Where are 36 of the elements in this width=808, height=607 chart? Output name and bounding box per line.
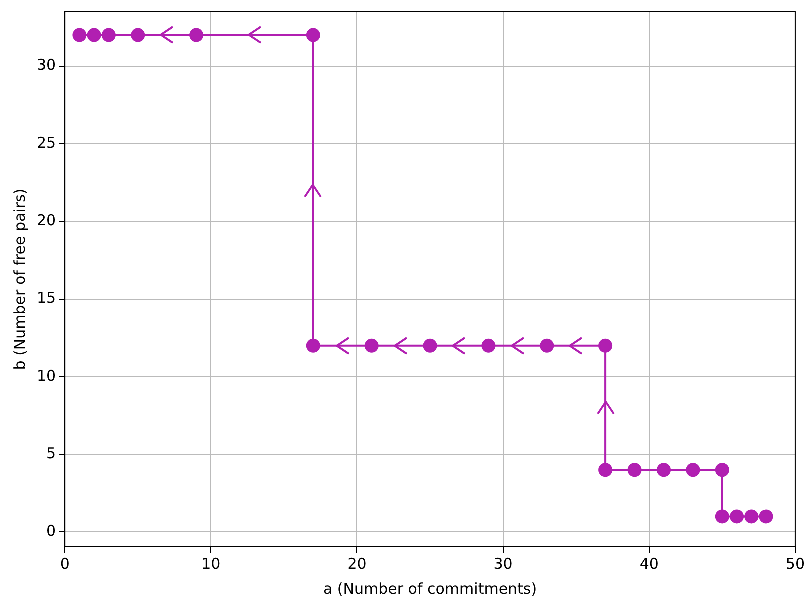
y-tick-label: 25 [36,134,56,152]
point [744,510,759,524]
point [686,463,700,478]
y-tick-label: 10 [36,366,56,385]
point [423,338,438,353]
point [306,28,320,42]
point [72,28,87,42]
x-tick-label: 50 [786,554,806,573]
x-axis-title: a (Number of commitments) [323,580,538,598]
point [598,338,613,353]
point [656,463,671,478]
x-tick-label: 10 [202,554,221,573]
y-axis-title: b (Number of free pairs) [10,188,29,370]
point [628,463,642,478]
point [131,28,146,42]
y-tick-label: 15 [36,289,56,308]
point [482,338,496,353]
point [364,338,379,353]
point [87,28,102,42]
x-tick-label: 0 [60,554,70,573]
point [306,338,320,353]
point [540,338,554,353]
point [759,510,774,524]
y-tick-label: 5 [46,444,56,462]
y-tick-label: 0 [46,522,56,540]
y-tick-label: 20 [36,212,56,230]
point [715,463,730,478]
point [598,463,613,478]
point [190,28,204,42]
x-tick-label: 30 [494,554,513,573]
x-tick-label: 20 [348,554,367,573]
point [715,510,730,524]
x-tick-label: 40 [640,554,659,573]
y-tick-label: 30 [36,56,56,74]
point [102,28,116,42]
point [730,510,744,524]
